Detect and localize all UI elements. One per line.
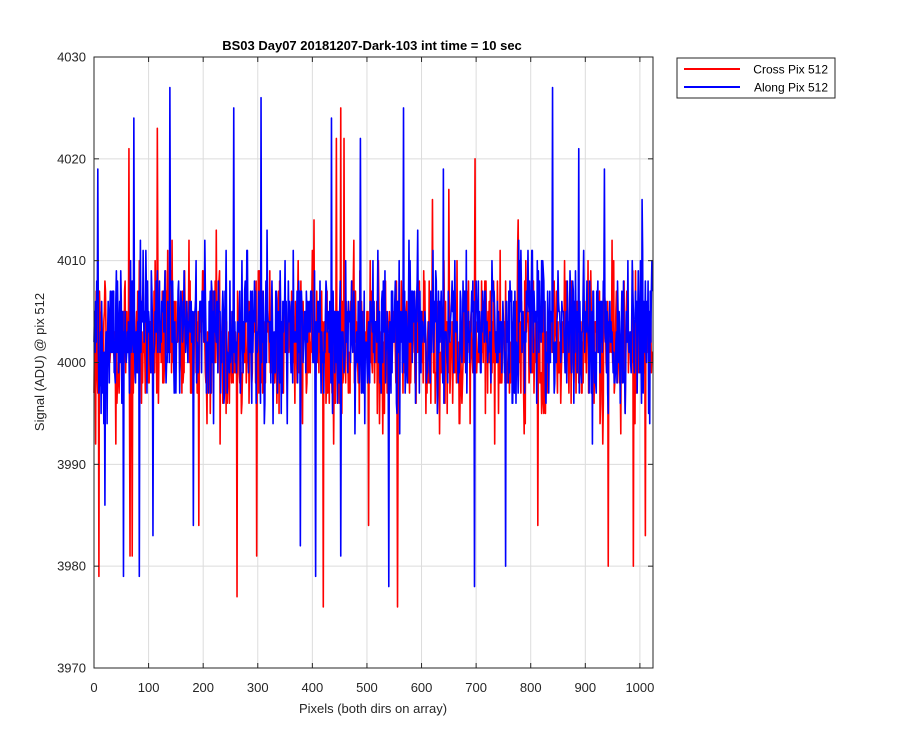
chart-title: BS03 Day07 20181207-Dark-103 int time = … — [222, 38, 522, 53]
x-tick-label: 1000 — [625, 680, 654, 695]
y-tick-label: 4000 — [57, 355, 86, 370]
y-tick-label: 3980 — [57, 559, 86, 574]
y-tick-label: 4010 — [57, 253, 86, 268]
x-tick-label: 900 — [574, 680, 596, 695]
x-tick-label: 500 — [356, 680, 378, 695]
x-tick-label: 700 — [465, 680, 487, 695]
legend-label-along: Along Pix 512 — [754, 81, 828, 95]
x-tick-label: 100 — [138, 680, 160, 695]
series-line-along-pix-512 — [93, 86, 654, 588]
legend-label-cross: Cross Pix 512 — [753, 63, 828, 77]
x-tick-label: 800 — [520, 680, 542, 695]
y-tick-label: 3970 — [57, 661, 86, 676]
y-axis-label: Signal (ADU) @ pix 512 — [32, 293, 47, 431]
tick-labels: 0 100 200 300 400 500 600 700 800 900 1000 3970 3980… — [57, 50, 654, 696]
y-tick-label: 4030 — [57, 50, 86, 65]
x-tick-label: 400 — [302, 680, 324, 695]
y-tick-label: 3990 — [57, 457, 86, 472]
legend-box — [676, 57, 836, 99]
x-tick-label: 600 — [411, 680, 433, 695]
legend: Cross Pix 512 Along Pix 512 — [676, 57, 836, 99]
x-tick-label: 300 — [247, 680, 269, 695]
y-tick-label: 4020 — [57, 151, 86, 166]
x-tick-label: 0 — [90, 680, 97, 695]
series-layer — [93, 86, 654, 608]
x-axis-label: Pixels (both dirs on array) — [299, 701, 447, 716]
x-tick-label: 200 — [192, 680, 214, 695]
